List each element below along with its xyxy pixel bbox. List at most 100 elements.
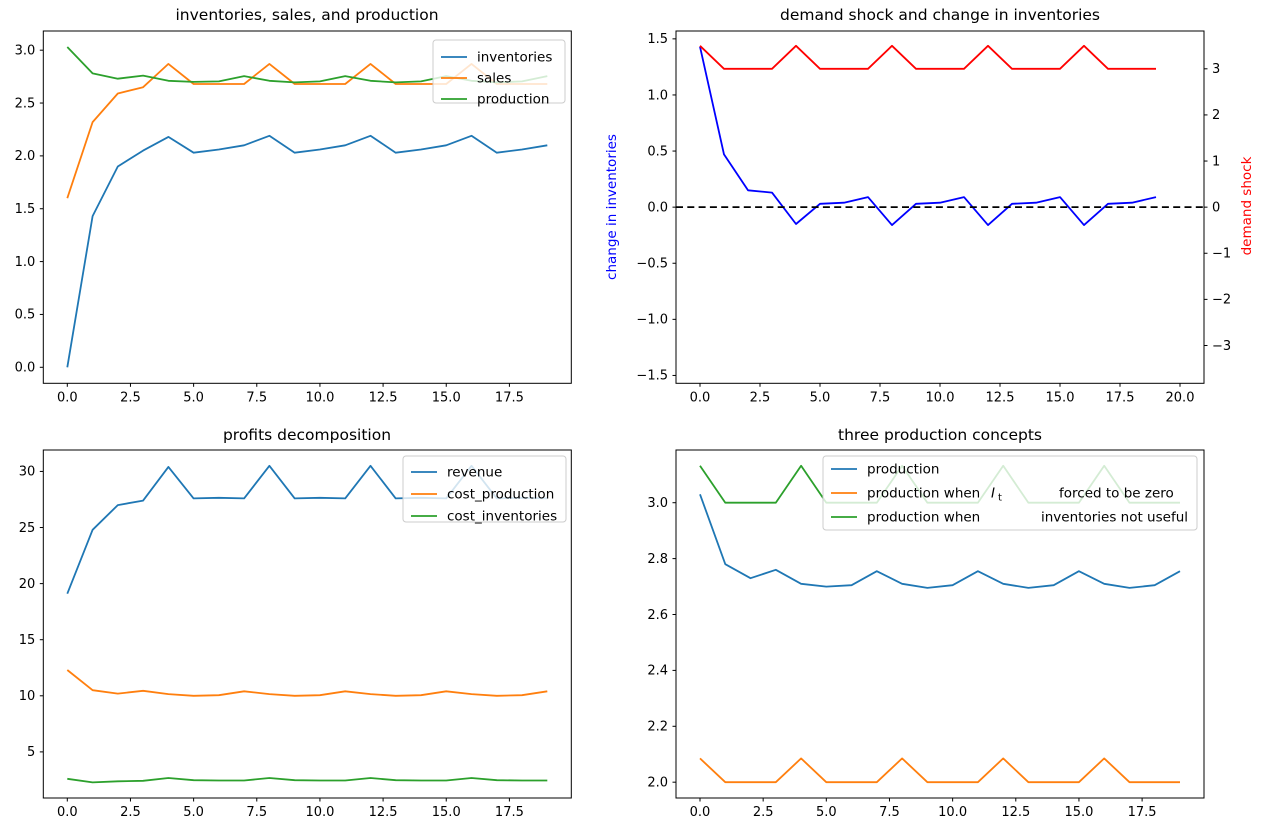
axes-frame [675,449,1205,799]
y-tick-label: −1.5 [636,369,668,384]
x-tick-label: 17.5 [1106,390,1135,405]
y-tick-label: 2.0 [647,775,668,790]
y-tick-label: 20 [19,577,36,592]
x-tick-label: 17.5 [495,390,524,405]
legend-label: cost_production [447,487,554,503]
y-tick-label: 2.0 [15,149,36,164]
axes-frame [42,30,572,384]
right-y-tick-label: 0 [1212,200,1220,215]
x-tick-label: 10.0 [305,390,334,405]
y-tick-label: 15 [19,633,36,648]
y-tick-label: 3.0 [15,43,36,58]
x-tick-label: 0.0 [690,805,711,820]
x-tick-label: 0.0 [57,805,78,820]
y-tick-label: 3.0 [647,496,668,511]
legend-label: forced to be zero [1059,486,1174,502]
series-inventories [66,134,548,368]
chart-title: profits decomposition [223,426,391,444]
x-tick-label: 7.5 [246,390,267,405]
right-y-tick-label: 2 [1212,108,1220,123]
x-tick-label: 7.5 [870,390,891,405]
x-tick-label: 2.5 [750,390,771,405]
y-tick-label: 1.5 [647,32,668,47]
y-tick-label: 1.0 [15,255,36,270]
x-tick-label: 20.0 [1166,390,1195,405]
x-tick-label: 5.0 [810,390,831,405]
y-tick-label: 2.4 [647,664,668,679]
y-tick-label: 0.5 [647,144,668,159]
legend-label: inventories [477,50,552,66]
x-tick-label: 7.5 [246,805,267,820]
series-production [699,493,1181,589]
x-tick-label: 17.5 [495,805,524,820]
right-y-tick-label: −2 [1212,293,1231,308]
legend-label: production when [867,510,980,526]
legend-label: sales [477,71,511,87]
y-tick-label: 25 [19,521,36,536]
legend-box [432,39,566,104]
y-tick-label: 30 [19,465,36,480]
chart-title: demand shock and change in inventories [780,6,1100,24]
y-tick-label: −1.0 [636,313,668,328]
legend-label: inventories not useful [1041,510,1188,526]
x-tick-label: 5.0 [183,390,204,405]
x-tick-label: 5.0 [816,805,837,820]
y-tick-label: 2.6 [647,608,668,623]
right-y-tick-label: 1 [1212,154,1220,169]
legend-label: I [991,486,995,502]
y-tick-label: 0.5 [15,308,36,323]
y-tick-label: 0.0 [15,361,36,376]
y-tick-label: 2.2 [647,720,668,735]
right-y-tick-label: 3 [1212,62,1220,77]
y-tick-label: 1.0 [647,88,668,103]
legend: revenue cost_production cost_inventories [402,455,567,525]
chart-title: three production concepts [838,426,1042,444]
x-tick-label: 0.0 [57,390,78,405]
subplot-inventories-sales-production: 0.0 2.5 5.0 7.5 10.0 12.5 15.0 17.5 0.0 0.5 1.0 1.5… [15,6,572,405]
legend-label: revenue [447,465,502,481]
legend: inventories sales production [432,39,566,108]
legend-box [402,455,567,523]
subplot-demand-shock-change-in-inventories: 0.0 2.5 5.0 7.5 10.0 12.5 15.0 17.5 20.0−1.5−1.0… [604,6,1255,405]
right-y-tick-label: −3 [1212,339,1231,354]
x-tick-label: 0.0 [690,390,711,405]
legend-label: production [477,92,550,108]
subplot-three-production-concepts: 0.0 2.5 5.0 7.5 10.0 12.5 15.0 17.5 2.0 2.2 2.4 2.6… [647,426,1205,820]
series-demand-shock [699,44,1156,70]
x-tick-label: 12.5 [986,390,1015,405]
x-tick-label: 10.0 [926,390,955,405]
y-tick-label: 0.0 [647,200,668,215]
subplot-profits-decomposition: 0.0 2.5 5.0 7.5 10.0 12.5 15.0 17.5 5 10 15 20 25 30 p… [19,426,572,820]
series-cost-production [66,669,548,697]
ylabel-change-in-inventories: change in inventories [604,134,620,280]
y-tick-label: 2.8 [647,552,668,567]
x-tick-label: 2.5 [120,805,141,820]
legend-box [822,455,1198,531]
x-tick-label: 15.0 [1046,390,1075,405]
ylabel-demand-shock: demand shock [1239,156,1255,255]
x-tick-label: 5.0 [183,805,204,820]
right-y-tick-label: −1 [1212,247,1231,262]
axes-frame [42,449,572,799]
x-tick-label: 10.0 [938,805,967,820]
x-tick-label: 17.5 [1128,805,1157,820]
x-tick-label: 7.5 [879,805,900,820]
x-tick-label: 12.5 [369,390,398,405]
legend-label: production when [867,486,980,502]
legend-label: cost_inventories [447,509,557,525]
legend-label: t [998,493,1002,504]
series-cost-inventories [67,777,548,784]
y-tick-label: 1.5 [15,202,36,217]
y-tick-label: 2.5 [15,96,36,111]
series-change-in-inventories [699,46,1157,227]
y-tick-label: −0.5 [636,257,668,272]
x-tick-label: 12.5 [1001,805,1030,820]
x-tick-label: 10.0 [305,805,334,820]
chart-title: inventories, sales, and production [175,6,438,24]
x-tick-label: 2.5 [120,390,141,405]
y-tick-label: 5 [27,745,35,760]
y-tick-label: 10 [19,689,36,704]
x-tick-label: 2.5 [753,805,774,820]
